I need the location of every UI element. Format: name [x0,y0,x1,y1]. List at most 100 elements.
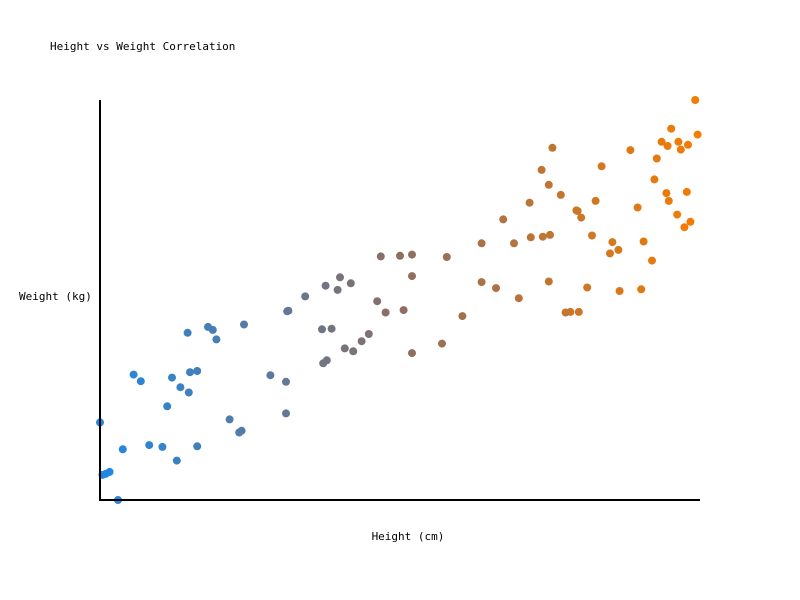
data-point [163,402,172,411]
data-point [591,196,600,205]
data-point [525,198,534,207]
data-point [321,281,330,290]
data-point [346,279,355,288]
data-point [225,415,234,424]
data-point [546,230,554,239]
data-point [438,339,446,348]
data-point [158,442,167,451]
y-axis-label: Weight (kg) [19,290,92,303]
data-point [556,190,565,199]
data-point [615,287,624,295]
data-point [408,250,416,259]
data-point [186,368,194,377]
data-point [357,337,366,346]
data-point [212,335,221,344]
data-point [301,292,310,301]
data-point [548,143,557,152]
data-point [477,278,486,287]
data-point [376,252,385,261]
data-point [572,206,581,215]
data-point [538,232,547,241]
data-point [145,441,154,450]
data-point [118,445,127,454]
chart-title: Height vs Weight Correlation [50,40,235,53]
data-point [673,210,682,219]
data-point [284,306,293,315]
data-point [373,297,382,306]
data-point [691,96,700,104]
data-point [650,175,659,184]
data-point [566,307,575,316]
data-point [327,324,336,333]
data-point [510,239,518,248]
data-point [664,196,673,205]
data-point [606,249,614,258]
data-point [399,306,408,315]
data-point [492,284,500,293]
data-point [318,325,326,334]
data-point [583,283,592,292]
data-point [458,312,467,321]
data-point [652,154,661,163]
x-axis-label: Height (cm) [372,530,445,543]
data-point [333,285,342,294]
data-point [680,223,689,232]
data-point [208,325,217,334]
data-point [674,137,683,146]
data-point [129,370,138,379]
data-point [442,253,451,261]
data-point [105,467,114,476]
data-point [381,308,390,317]
data-point [193,367,202,375]
data-point [614,245,623,254]
data-point [663,142,672,150]
data-point [514,294,523,303]
data-point [544,180,553,189]
data-point [336,273,344,282]
data-point [682,187,691,196]
data-points [96,96,702,504]
data-point [608,238,617,247]
data-point [626,146,635,155]
data-point [537,165,546,174]
data-point [193,442,202,451]
data-point [588,231,596,240]
data-point [349,347,358,356]
data-point [237,426,246,435]
data-point [340,344,349,353]
data-point [136,377,145,386]
data-point [676,145,685,154]
data-point [282,409,290,418]
data-point [526,233,535,242]
data-point [408,272,416,281]
data-point [648,256,656,265]
data-point [396,251,404,260]
data-point [172,456,181,465]
data-point [639,237,648,246]
data-point [176,383,185,392]
data-point [184,388,193,397]
data-point [574,307,583,316]
data-point [693,130,702,139]
data-point [282,377,290,386]
data-point [168,373,176,382]
data-point [364,330,373,338]
data-point [322,356,331,365]
data-point [633,203,642,212]
data-point [657,137,666,146]
data-point [597,162,606,171]
data-point [183,328,192,337]
data-point [477,239,486,248]
data-point [637,285,646,294]
data-point [684,140,692,149]
data-point [240,320,248,329]
data-point [544,277,553,286]
data-point [266,371,275,380]
data-point [667,124,676,133]
data-point [408,349,416,358]
data-point [577,213,586,222]
data-point [686,217,695,226]
data-point [662,189,671,198]
data-point [499,215,508,224]
